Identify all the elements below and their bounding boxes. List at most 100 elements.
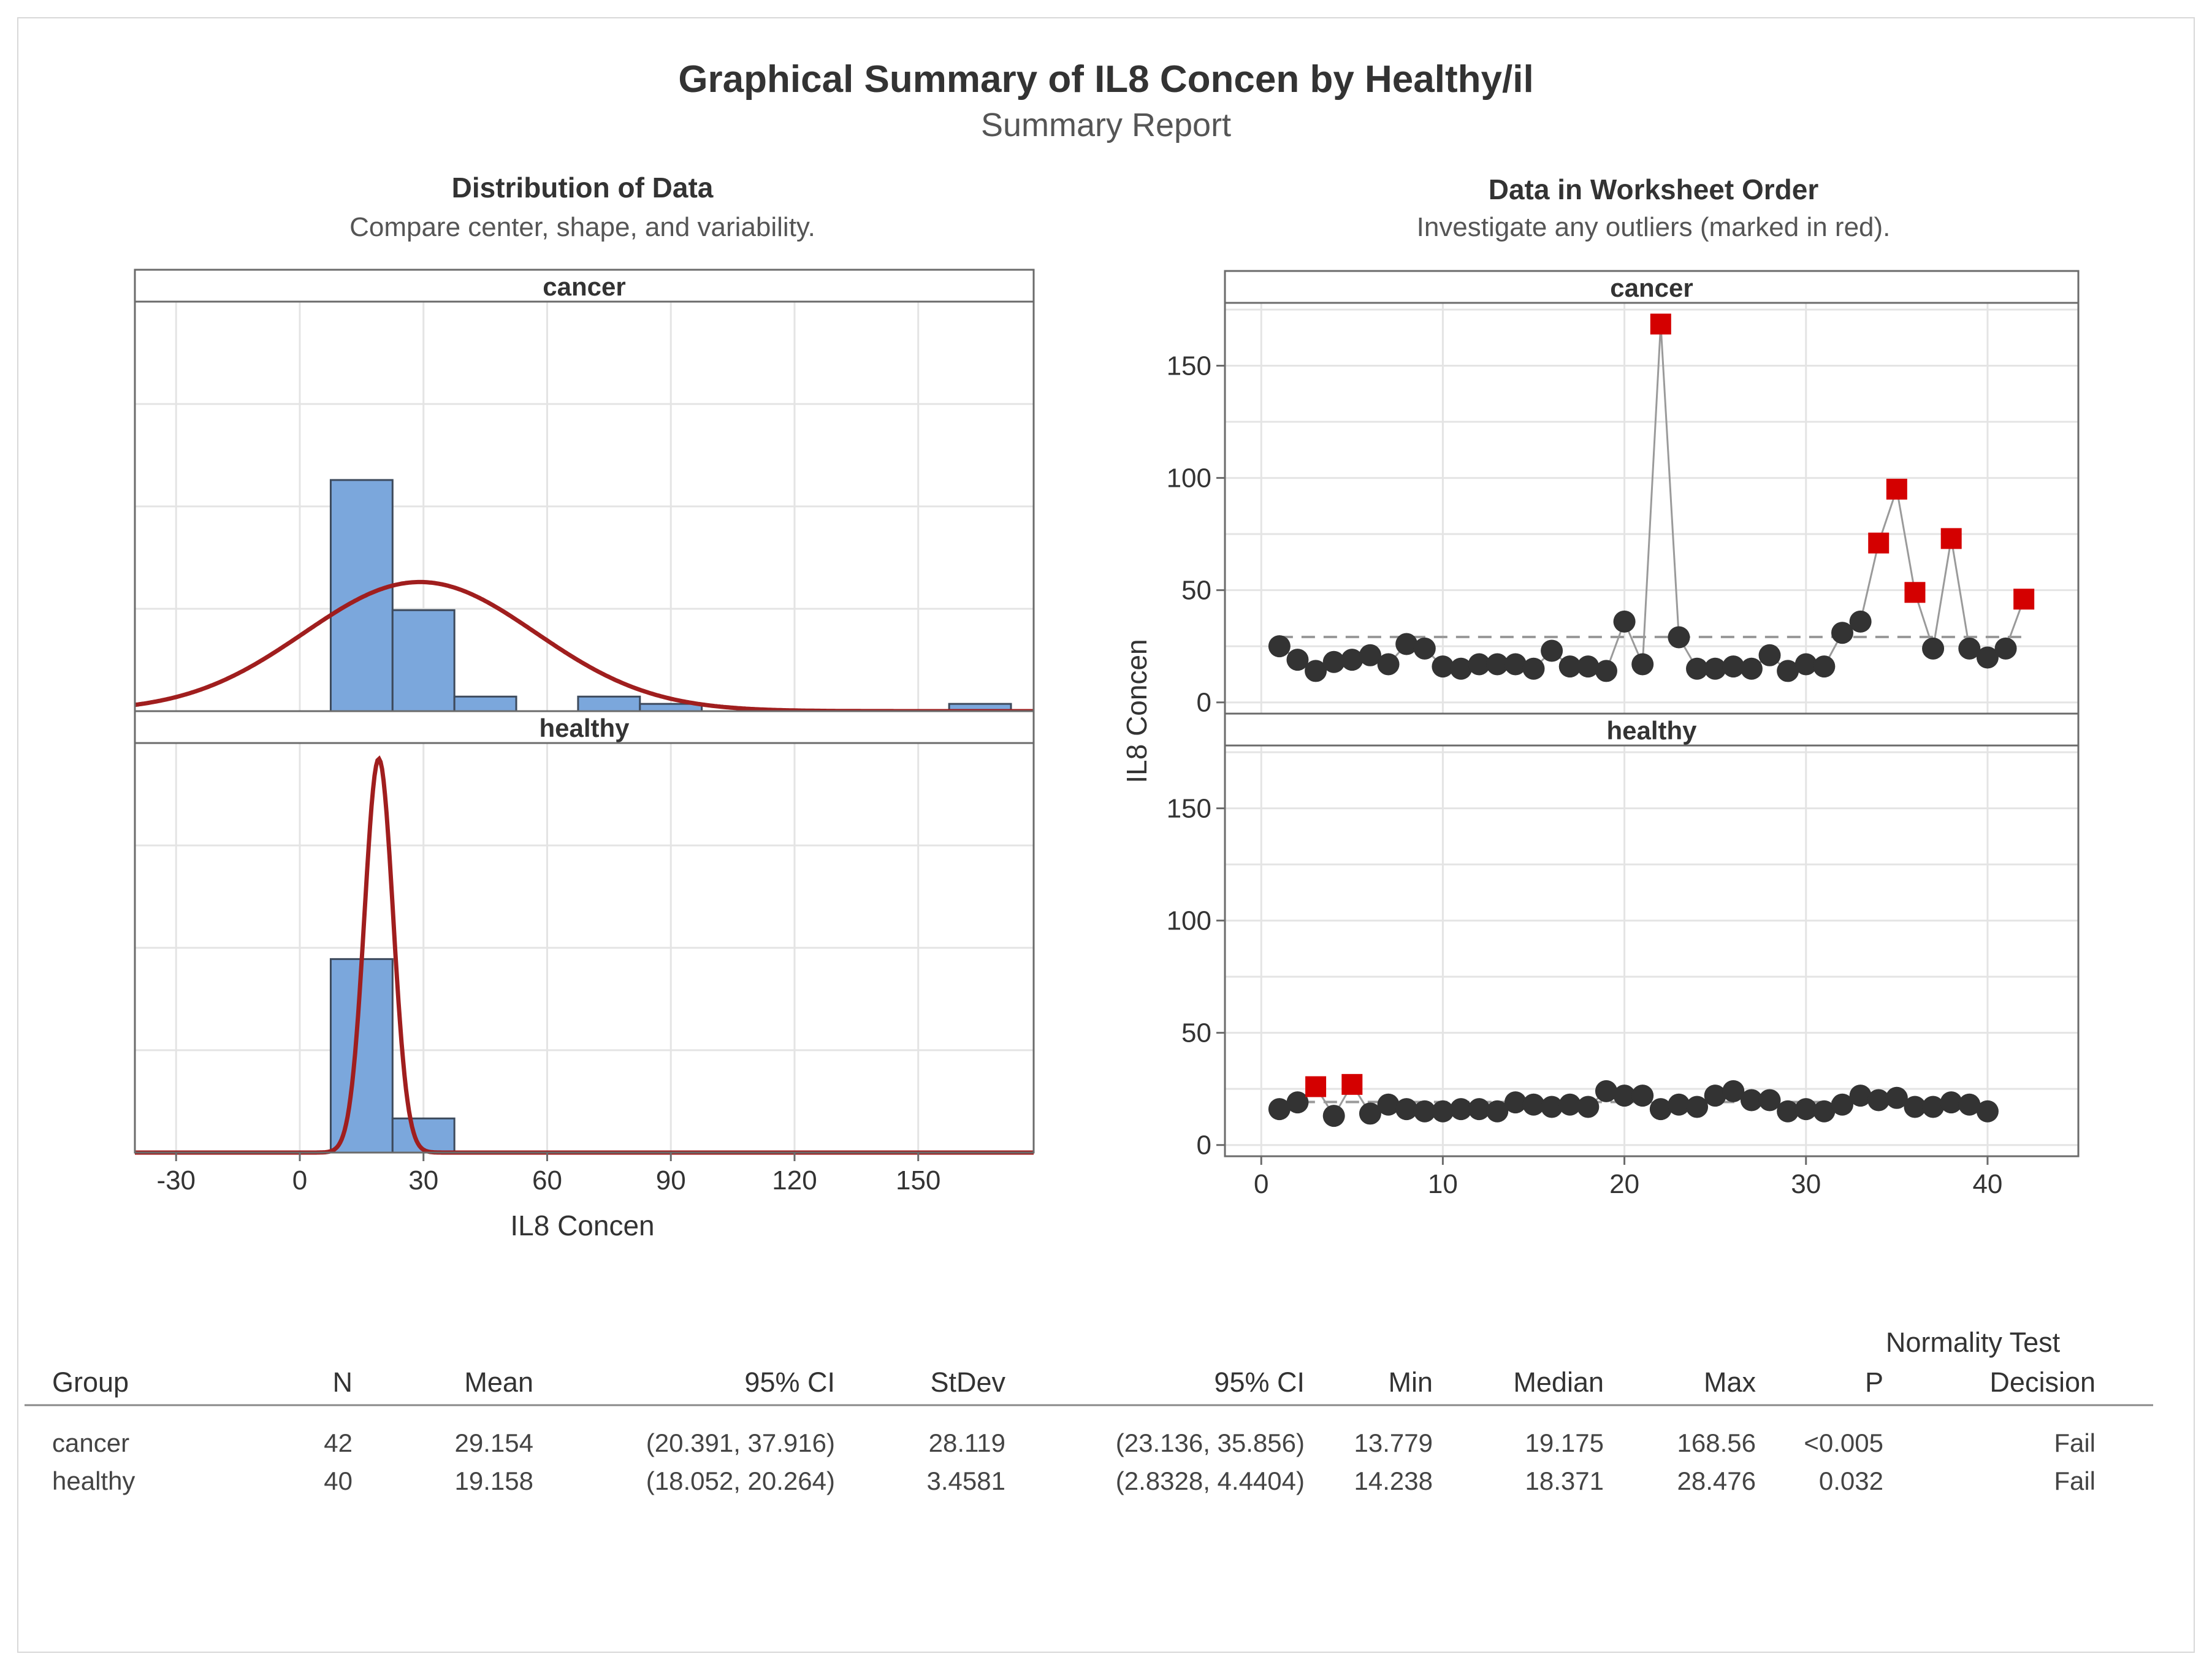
column-header-p: P: [1865, 1367, 1883, 1398]
outlier-point: [1305, 1076, 1327, 1097]
data-point: [1668, 1093, 1690, 1116]
x-tick-label: 90: [656, 1165, 686, 1195]
table-cell: Fail: [2054, 1466, 2096, 1495]
data-point: [1649, 1098, 1672, 1121]
column-header-median: Median: [1513, 1367, 1604, 1398]
panel-label-healthy: healthy: [1606, 716, 1697, 745]
histogram-panel-healthy: healthy: [134, 710, 1035, 1155]
data-point: [1994, 637, 2017, 660]
data-point: [1813, 1100, 1836, 1123]
column-header-decision: Decision: [1989, 1367, 2096, 1398]
data-point: [1867, 1089, 1890, 1111]
data-point: [1722, 1080, 1745, 1102]
data-point: [1577, 655, 1600, 678]
table-cell: 0.032: [1819, 1466, 1883, 1495]
x-tick-label: 150: [896, 1165, 940, 1195]
histogram-bar: [577, 695, 641, 712]
data-point: [1722, 655, 1745, 678]
outlier-point: [1886, 478, 1907, 500]
data-point: [1468, 1098, 1490, 1121]
data-point: [1976, 1100, 1999, 1123]
data-point: [1541, 639, 1563, 662]
histogram-bar: [391, 1117, 456, 1154]
table-cell: Fail: [2054, 1428, 2096, 1457]
data-point: [1359, 644, 1381, 666]
data-point: [1504, 653, 1527, 676]
histogram-panel-cancer: cancer: [134, 269, 1035, 714]
data-point: [1613, 1085, 1636, 1107]
table-cell: 3.4581: [927, 1466, 1005, 1495]
data-point: [1558, 655, 1581, 678]
table-cell: 28.119: [929, 1428, 1005, 1457]
data-point: [1668, 626, 1690, 649]
table-cell: (18.052, 20.264): [646, 1466, 835, 1495]
data-point: [1849, 1085, 1872, 1107]
panel-strip: [134, 269, 1035, 303]
data-point: [1758, 1089, 1781, 1111]
data-point: [1613, 610, 1636, 633]
column-header-stdev: StDev: [930, 1367, 1005, 1398]
panel-strip: [1224, 712, 2080, 747]
data-point: [1522, 1093, 1545, 1116]
histogram-x-axis-label: IL8 Concen: [510, 1210, 654, 1241]
data-point: [1976, 646, 1999, 669]
table-body: cancer 42 29.154 (20.391, 37.916) 28.119 (23.…: [52, 1428, 2096, 1495]
data-point: [1885, 1086, 1908, 1109]
worksheet-panel-cancer: cancer 0 50 100 150: [1167, 270, 2080, 718]
table-cell: 14.238: [1354, 1466, 1433, 1495]
data-point: [1595, 1080, 1617, 1102]
worksheet-order-chart: cancer 0 50 100 150 healthy 0 50 100 150 0 10 20 30 40: [1167, 270, 2080, 1199]
data-point: [1432, 655, 1454, 678]
data-point: [1958, 637, 1981, 660]
outlier-point: [1904, 582, 1926, 603]
data-point: [1831, 1093, 1853, 1116]
outlier-point: [2013, 589, 2035, 610]
column-header-max: Max: [1704, 1367, 1756, 1398]
table-cell: 42: [324, 1428, 353, 1457]
x-tick-label: 0: [1254, 1169, 1268, 1199]
data-point: [1413, 1100, 1436, 1123]
outlier-point: [1868, 532, 1890, 554]
panel-strip: [1224, 270, 2080, 304]
data-point: [1849, 610, 1872, 633]
data-point: [1359, 1102, 1381, 1125]
report-subtitle: Summary Report: [981, 107, 1231, 143]
x-tick-label: 40: [1972, 1169, 2002, 1199]
data-point: [1740, 657, 1763, 680]
y-tick-label: 100: [1167, 463, 1211, 494]
y-tick-label: 150: [1167, 794, 1211, 824]
panel-label-healthy: healthy: [539, 714, 630, 742]
column-header-n: N: [333, 1367, 353, 1398]
table-cell: (20.391, 37.916): [646, 1428, 835, 1457]
table-cell: (2.8328, 4.4404): [1116, 1466, 1305, 1495]
y-tick-label: 150: [1167, 351, 1211, 381]
data-point: [1777, 660, 1799, 682]
data-point: [1595, 660, 1617, 682]
x-tick-label: 0: [292, 1165, 307, 1195]
data-point: [1286, 1091, 1309, 1114]
histogram-bar: [453, 695, 517, 712]
data-point: [1686, 1096, 1709, 1118]
x-tick-label: 120: [772, 1165, 817, 1195]
data-point: [1395, 1098, 1418, 1121]
worksheet-order-y-axis-label: IL8 Concen: [1121, 639, 1153, 783]
data-point: [1322, 1105, 1345, 1127]
data-point: [1758, 644, 1781, 666]
outlier-point: [1940, 528, 1962, 549]
histogram-title: Distribution of Data: [452, 172, 714, 204]
data-point: [1740, 1089, 1763, 1111]
data-point: [1794, 1098, 1817, 1121]
table-cell: healthy: [52, 1466, 135, 1495]
x-tick-label: 30: [1791, 1169, 1821, 1199]
table-cell: 168.56: [1677, 1428, 1756, 1457]
data-point: [1577, 1096, 1600, 1118]
table-cell: 19.158: [455, 1466, 533, 1495]
x-tick-label: 10: [1428, 1169, 1458, 1199]
column-header-stdev-ci: 95% CI: [1214, 1367, 1305, 1398]
data-point: [1486, 1100, 1509, 1123]
data-point: [1522, 657, 1545, 680]
x-tick-label: 60: [532, 1165, 562, 1195]
outlier-point: [1341, 1073, 1363, 1095]
data-point: [1558, 1093, 1581, 1116]
panel-label-cancer: cancer: [543, 272, 625, 301]
